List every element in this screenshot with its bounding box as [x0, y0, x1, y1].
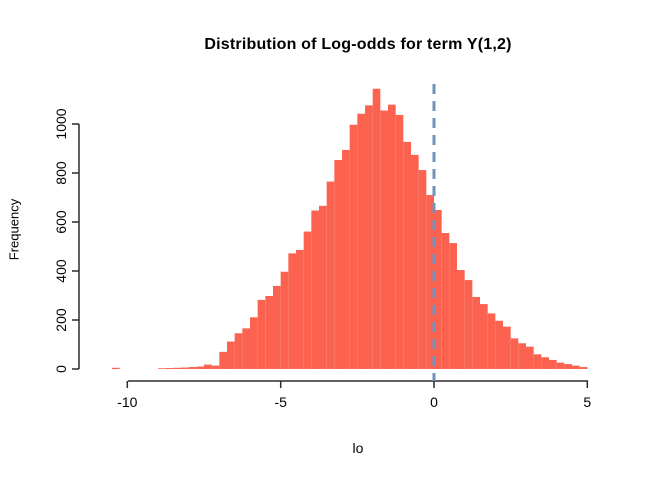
- histogram-bar: [288, 253, 296, 369]
- histogram-bar: [418, 170, 427, 369]
- y-axis-tick-label: 600: [53, 210, 69, 234]
- histogram-bar: [434, 210, 442, 369]
- histogram-bar: [196, 366, 204, 369]
- histogram-bar: [211, 365, 220, 369]
- x-axis-tick-label: 0: [430, 394, 438, 410]
- histogram-bar: [510, 338, 519, 370]
- histogram-bar: [533, 354, 542, 369]
- histogram-bar: [319, 205, 327, 369]
- y-axis-tick-label: 200: [53, 308, 69, 332]
- y-axis-tick-label: 800: [53, 161, 69, 185]
- histogram-bar: [250, 317, 258, 370]
- histogram-bar: [342, 149, 350, 369]
- histogram-bar: [365, 105, 373, 369]
- histogram-bar: [257, 299, 266, 369]
- histogram-bar: [219, 351, 227, 369]
- histogram-bar: [334, 160, 342, 369]
- histogram-bar: [426, 195, 434, 369]
- histogram-bar: [480, 304, 488, 369]
- histogram-bar: [204, 364, 212, 369]
- x-axis-tick-label: -10: [117, 394, 137, 410]
- histogram-bar: [549, 359, 557, 369]
- histogram-bar: [188, 367, 197, 369]
- histogram-bar: [495, 320, 503, 370]
- y-axis-tick-label: 1000: [53, 108, 69, 139]
- histogram-bar: [357, 113, 365, 370]
- histogram-bar: [403, 141, 411, 369]
- histogram-bar: [158, 368, 166, 369]
- histogram-bar: [372, 88, 381, 369]
- histogram-bar: [472, 296, 480, 369]
- histogram-bar: [464, 280, 473, 369]
- chart-title: Distribution of Log-odds for term Y(1,2): [204, 36, 512, 53]
- histogram-bar: [349, 124, 358, 370]
- histogram-bar: [112, 367, 120, 369]
- histogram-bar: [280, 271, 289, 370]
- histogram-bar: [556, 362, 565, 369]
- histogram-bar: [242, 328, 250, 369]
- x-axis-tick-label: -5: [274, 394, 287, 410]
- histogram-bar: [388, 104, 396, 369]
- histogram-bar: [579, 367, 588, 369]
- x-axis-title: lo: [352, 440, 364, 456]
- histogram-bar: [303, 231, 312, 369]
- y-axis-tick-label: 400: [53, 259, 69, 283]
- histogram-bar: [165, 368, 174, 369]
- histogram-bar: [449, 243, 457, 369]
- histogram-bar: [173, 367, 181, 369]
- histogram-bar: [395, 114, 404, 369]
- histogram-bar: [441, 233, 450, 369]
- histogram-bar: [181, 367, 189, 369]
- histogram-bar: [503, 326, 511, 369]
- histogram-bar: [380, 110, 388, 370]
- histogram-bar: [311, 210, 319, 369]
- histogram-bar: [457, 270, 465, 369]
- y-axis-tick-label: 0: [53, 365, 69, 373]
- histogram-bar: [326, 181, 335, 369]
- histogram-bar: [564, 364, 572, 369]
- histogram-bar: [411, 154, 419, 369]
- histogram-bar: [526, 346, 534, 369]
- x-axis-tick-label: 5: [583, 394, 591, 410]
- histogram-bar: [487, 313, 496, 369]
- histogram-bar: [296, 249, 304, 369]
- histogram-bar: [518, 343, 526, 369]
- histogram-bar: [234, 333, 243, 369]
- histogram-bar: [572, 365, 580, 369]
- histogram-bar: [265, 295, 273, 369]
- histogram-bar: [541, 357, 549, 369]
- histogram-bar: [227, 341, 235, 369]
- histogram-bar: [273, 285, 281, 369]
